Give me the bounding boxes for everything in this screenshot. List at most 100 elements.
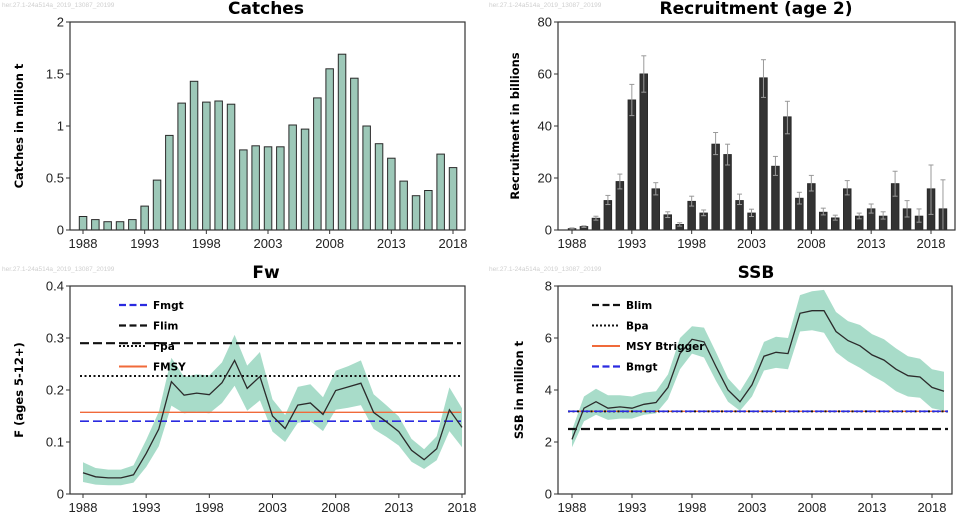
- error-bar-2004: [760, 59, 766, 98]
- x-tick-label: 2008: [315, 236, 344, 251]
- legend-label: Blim: [626, 300, 652, 312]
- plot-area: [568, 289, 948, 448]
- legend-item-msy-btrigger: MSY Btrigger: [592, 341, 705, 353]
- x-tick-label: 2013: [377, 236, 406, 251]
- recruitment-panel: her.27.1-24a514a_2019_13087_20199 Recrui…: [489, 0, 956, 251]
- y-tick-label: 40: [538, 119, 552, 134]
- fw-panel: her.27.1-24a514a_2019_13087_20199 Fw F (…: [2, 263, 476, 515]
- bar-2004: [276, 146, 285, 231]
- bar-2018: [448, 167, 458, 231]
- bar-1994: [152, 179, 162, 231]
- error-bar-1989: [581, 225, 587, 228]
- bar-2002: [251, 145, 260, 231]
- x-tick-label: 2018: [448, 500, 477, 515]
- bar-2001: [723, 154, 732, 231]
- bar-2017: [436, 153, 445, 231]
- y-tick-label: 6: [545, 331, 552, 346]
- y-axis-label: F (ages 5-12+): [12, 342, 26, 437]
- bar-1993: [140, 205, 149, 231]
- x-axis: 1988 1993 1998 2003 2008 2013 2018: [69, 230, 468, 251]
- error-bar-1999: [701, 209, 707, 217]
- bar-1993: [627, 99, 637, 231]
- x-tick-label: 1988: [558, 500, 587, 515]
- bar-2016: [424, 190, 433, 231]
- y-tick-label: 1: [57, 119, 64, 134]
- y-tick-label: 2: [545, 435, 552, 450]
- error-bar-1998: [689, 195, 695, 207]
- x-tick-label: 1993: [132, 500, 161, 515]
- x-tick-label: 1998: [678, 500, 707, 515]
- legend-label: Bpa: [626, 321, 649, 333]
- y-tick-label: 0.5: [46, 171, 64, 186]
- confidence-band: [83, 334, 462, 486]
- chart-title: Catches: [228, 0, 304, 19]
- bar-2012: [374, 143, 384, 231]
- legend-label: Fpa: [153, 341, 175, 353]
- x-tick-label: 2008: [321, 500, 350, 515]
- chart-title: Recruitment (age 2): [660, 0, 853, 19]
- error-bar-2011: [844, 180, 850, 196]
- error-bar-2001: [725, 143, 731, 166]
- legend-label: Fmgt: [153, 300, 184, 312]
- bar-1997: [189, 80, 199, 231]
- y-tick-label: 8: [545, 279, 552, 294]
- bar-2000: [711, 143, 720, 231]
- error-bar-1993: [629, 83, 635, 117]
- y-tick-label: 0: [57, 487, 64, 502]
- plot-area: [80, 334, 463, 486]
- ssb-panel: her.27.1-24a514a_2019_13087_20199 SSB SS…: [489, 263, 953, 515]
- bar-2007: [313, 97, 322, 231]
- y-tick-label: 0: [57, 223, 64, 238]
- y-axis: 0 2 4 6 8: [545, 279, 558, 502]
- y-tick-label: 0: [545, 487, 552, 502]
- error-bar-2008: [808, 174, 814, 192]
- watermark: her.27.1-24a514a_2019_13087_20199: [2, 2, 115, 9]
- x-tick-label: 1998: [195, 500, 224, 515]
- error-bar-1995: [653, 182, 659, 196]
- legend-item-bpa: Bpa: [592, 321, 649, 333]
- x-tick-label: 2003: [254, 236, 283, 251]
- x-tick-label: 1988: [69, 236, 98, 251]
- bar-2001: [239, 149, 248, 231]
- bar-2011: [362, 125, 371, 231]
- bar-1989: [91, 219, 100, 231]
- bar-1995: [165, 134, 174, 231]
- x-tick-label: 1988: [558, 236, 587, 251]
- y-tick-label: 0.3: [46, 331, 64, 346]
- error-bar-2000: [713, 132, 719, 156]
- legend-label: FMSY: [153, 362, 186, 374]
- error-bar-2014: [880, 211, 886, 220]
- error-bar-2003: [749, 208, 754, 217]
- bar-2013: [387, 157, 396, 231]
- confidence-band: [572, 289, 944, 448]
- error-bar-1997: [677, 222, 683, 227]
- bar-2006: [300, 128, 310, 231]
- error-bar-1992: [617, 173, 623, 190]
- y-axis: 0 0.5 1 1.5 2: [46, 15, 70, 238]
- x-tick-label: 2018: [918, 500, 947, 515]
- bar-2015: [411, 195, 421, 231]
- x-tick-label: 2008: [798, 500, 827, 515]
- bar-1990: [103, 221, 112, 231]
- y-tick-label: 0: [545, 223, 552, 238]
- y-axis: 0 20 40 60 80: [538, 15, 558, 238]
- watermark: her.27.1-24a514a_2019_13087_20199: [2, 266, 115, 273]
- x-axis: 1988 1993 1998 2003 2008 2013 2018: [558, 230, 945, 251]
- bar-2014: [399, 180, 408, 231]
- bar-1992: [128, 219, 137, 231]
- catches-panel: her.27.1-24a514a_2019_13087_20199 Catche…: [2, 0, 467, 251]
- x-tick-label: 2018: [439, 236, 468, 251]
- legend-item-blim: Blim: [592, 300, 652, 312]
- x-tick-label: 2008: [797, 236, 826, 251]
- chart-title: Fw: [252, 263, 280, 283]
- legend-item-fpa: Fpa: [119, 341, 175, 353]
- bar-1999: [214, 100, 223, 231]
- y-tick-label: 1.5: [46, 67, 64, 82]
- bar-1994: [639, 73, 648, 231]
- x-tick-label: 2013: [857, 236, 886, 251]
- y-tick-label: 20: [538, 171, 552, 186]
- x-tick-label: 2003: [737, 236, 766, 251]
- legend-item-fmsy: FMSY: [119, 362, 186, 374]
- bar-1998: [202, 101, 211, 231]
- y-tick-label: 60: [538, 67, 552, 82]
